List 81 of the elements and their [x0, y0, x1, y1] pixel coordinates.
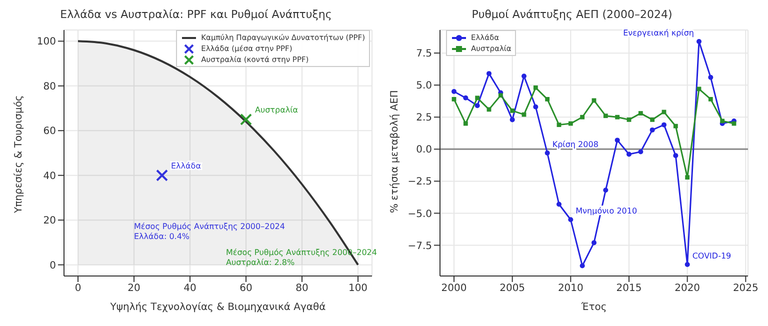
y-tick-label: −2.5: [408, 176, 432, 188]
annotation: Κρίση 2008: [552, 140, 598, 149]
y-tick-label: 0: [50, 260, 56, 272]
point: [510, 117, 515, 122]
point: [662, 122, 666, 128]
point: [696, 86, 702, 92]
point: [650, 127, 655, 132]
y-tick-label: 80: [43, 81, 56, 92]
y-tick-label: 2.5: [416, 112, 432, 124]
x-tick-label: 2020: [674, 283, 700, 294]
y-tick-label: 100: [36, 36, 56, 48]
x-tick-label: 40: [184, 283, 196, 294]
y-tick-label: 40: [43, 170, 56, 182]
point: [463, 121, 468, 126]
point: [580, 263, 585, 268]
point: [614, 138, 620, 143]
point: [486, 107, 492, 112]
x-tick-label: 60: [240, 283, 252, 294]
point: [533, 104, 538, 110]
point: [603, 114, 608, 118]
annotation: Ενεργειακή κρίση: [623, 28, 694, 38]
point: [685, 175, 690, 180]
x-tick-label: 0: [74, 283, 82, 294]
point: [638, 111, 643, 116]
y-tick-label: 7.5: [416, 48, 432, 60]
x-tick-label: 80: [296, 283, 308, 294]
x-axis-title: Υψηλής Τεχνολογίας & Βιομηχανικά Αγαθά: [109, 302, 326, 313]
point: [650, 117, 655, 122]
x-tick-label: 100: [348, 283, 368, 294]
annotation: Ελλάδα: [171, 161, 201, 170]
point: [544, 150, 550, 156]
point: [498, 93, 503, 98]
chart-title: Ρυθμοί Ανάπτυξης ΑΕΠ (2000–2024): [470, 8, 674, 23]
point: [673, 124, 678, 128]
x-tick-label: 2025: [732, 283, 758, 294]
point: [638, 149, 644, 154]
chart-title: Ελλάδα vs Αυστραλία: PPF και Ρυθμοί Ανάπτυξης: [59, 8, 333, 23]
y-axis-title: Υπηρεσίες & Τουρισμός: [14, 95, 25, 214]
x-tick-label: 20: [128, 283, 140, 294]
x-tick-label: 2010: [558, 283, 584, 294]
point: [592, 240, 596, 246]
x-axis-title: Έτος: [580, 302, 607, 313]
y-axis-title: % ετήσια μεταβολή ΑΕΠ: [390, 90, 401, 213]
annotation: COVID-19: [692, 251, 732, 260]
point: [684, 262, 690, 267]
annotation: Μέσος Ρυθμός Ανάπτυξης 2000–2024 Ελλάδα: 0.4%: [134, 222, 285, 242]
y-tick-label: 5.0: [416, 80, 432, 92]
y-tick-label: −5.0: [408, 208, 432, 220]
point: [708, 96, 713, 102]
point: [708, 74, 714, 80]
y-tick-label: 20: [43, 216, 56, 227]
point: [545, 96, 550, 102]
point: [510, 108, 515, 113]
y-tick-label: −7.5: [408, 240, 432, 252]
x-tick-label: 2005: [500, 283, 526, 294]
point: [474, 103, 480, 108]
point: [556, 122, 562, 128]
point: [673, 153, 678, 158]
point: [522, 74, 526, 79]
point: [452, 96, 456, 102]
point: [475, 96, 480, 100]
annotation: Αυστραλία: [255, 105, 298, 114]
point: [626, 152, 632, 157]
point: [720, 118, 725, 124]
y-tick-label: 0.0: [416, 144, 432, 156]
x-tick-label: 2015: [616, 283, 642, 294]
point: [568, 121, 573, 126]
point: [533, 85, 538, 90]
point: [486, 71, 492, 76]
point: [626, 117, 632, 122]
y-tick-label: 60: [43, 126, 56, 138]
point: [603, 188, 608, 193]
point: [556, 202, 562, 207]
point: [568, 217, 574, 222]
point: [696, 39, 702, 44]
point: [452, 89, 456, 94]
point: [463, 95, 468, 100]
point: [615, 114, 620, 120]
point: [522, 112, 526, 117]
point: [580, 114, 585, 120]
x-tick-label: 2000: [441, 283, 467, 294]
